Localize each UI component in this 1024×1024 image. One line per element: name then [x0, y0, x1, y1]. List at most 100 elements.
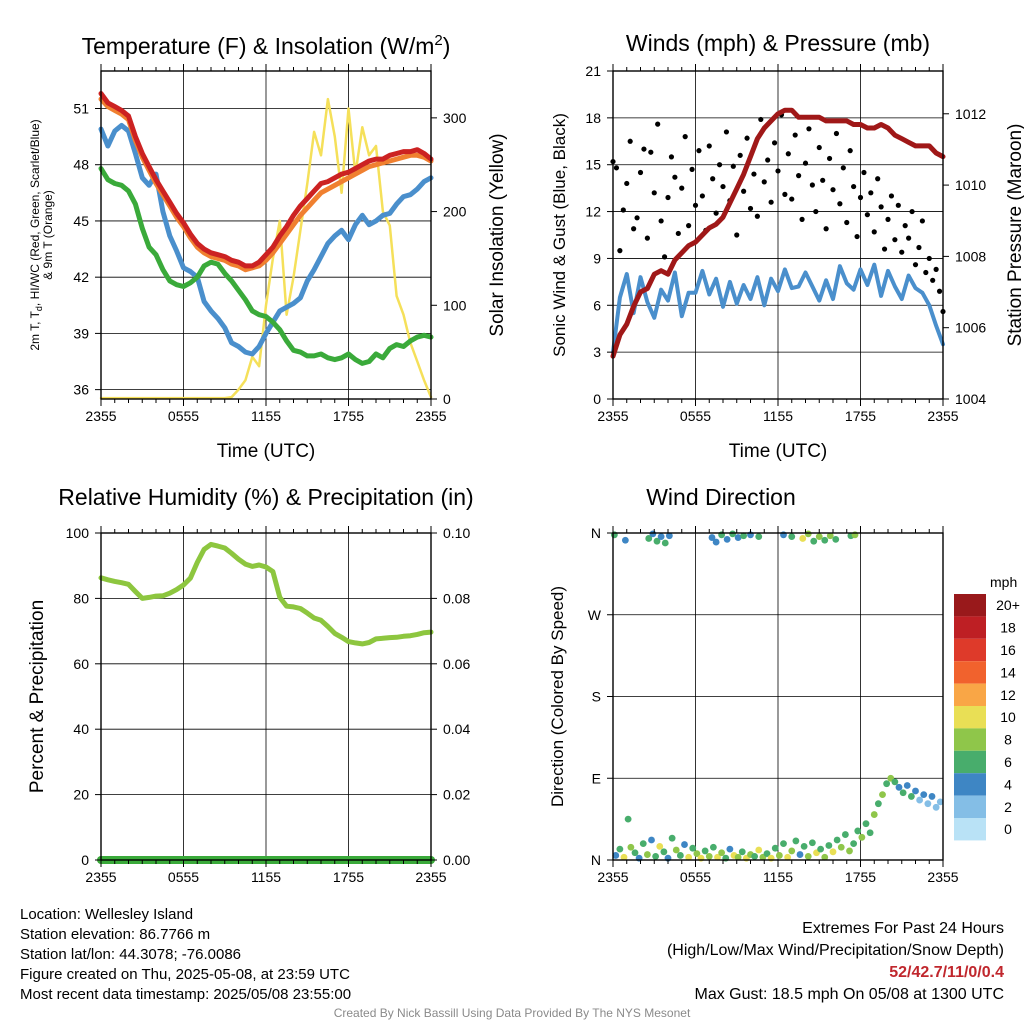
gust-point: [672, 174, 678, 180]
y-axis-label-left: Percent & Precipitation: [27, 600, 48, 793]
gust-point: [613, 165, 620, 171]
series-line-blue: [98, 122, 434, 357]
direction-point: [858, 833, 866, 841]
gust-point: [806, 126, 812, 132]
y-right-tick-label: 0.02: [443, 787, 470, 803]
gust-point: [747, 205, 754, 212]
y-tick-label: 36: [73, 382, 89, 398]
direction-point: [723, 535, 731, 543]
direction-point: [862, 820, 870, 828]
legend-label: 6: [1004, 754, 1012, 770]
gust-point: [689, 166, 695, 172]
direction-point: [874, 800, 882, 808]
direction-point: [883, 780, 891, 788]
title-superscript: 2: [434, 32, 442, 49]
extremes-values: 52/42.7/11/0/0.4: [889, 964, 1004, 981]
title-suffix: ): [443, 33, 451, 59]
station-info: Location: Wellesley Island Station eleva…: [20, 905, 351, 1005]
gust-point: [771, 140, 778, 146]
direction-point: [665, 532, 673, 540]
gust-point: [651, 190, 657, 196]
y-tick-label: 12: [585, 204, 601, 220]
gust-point: [830, 187, 836, 193]
direction-point: [920, 791, 928, 798]
y-tick-label: 6: [593, 297, 601, 313]
series-line-red: [98, 91, 434, 269]
gust-point: [682, 134, 688, 140]
chart-title: Relative Humidity (%) & Precipitation (i…: [58, 484, 473, 510]
gust-point: [871, 229, 877, 235]
series-line-green: [98, 166, 434, 366]
gust-point: [813, 208, 819, 215]
gust-point: [881, 246, 888, 252]
gust-point: [631, 226, 637, 232]
series-line-rh: [98, 541, 434, 647]
gust-point: [847, 148, 853, 154]
gust-point: [919, 218, 925, 224]
gust-point: [730, 163, 736, 169]
direction-point: [734, 534, 742, 541]
legend-swatch: [954, 661, 986, 684]
direction-point: [788, 847, 796, 855]
gust-point: [768, 199, 774, 205]
direction-point: [648, 836, 655, 844]
direction-point: [612, 852, 620, 859]
direction-point: [912, 787, 919, 795]
series-line-maroon: [610, 107, 946, 359]
direction-point: [714, 853, 721, 861]
x-tick-label: 2355: [597, 408, 628, 424]
gust-point: [909, 208, 915, 215]
direction-point: [928, 793, 936, 800]
station-location: Location: Wellesley Island: [20, 906, 194, 923]
gust-point: [620, 207, 626, 213]
x-tick-label: 1155: [763, 408, 793, 424]
speed-legend: mph 20+ 18 16 14 12 10 8 6 4 2 0: [954, 574, 1020, 841]
y-axis-label-line1: 2m T, Td, HI/WC (Red, Green, Scarlet/Blu…: [28, 119, 44, 350]
gust-point: [902, 223, 908, 229]
direction-point: [826, 532, 834, 540]
y-tick-label: 40: [73, 721, 89, 737]
label-part: 2m T, T: [28, 310, 42, 350]
direction-point: [708, 534, 716, 541]
gust-point: [658, 218, 664, 224]
y-tick-label: 0: [593, 391, 601, 407]
direction-point: [656, 842, 664, 850]
direction-point: [639, 840, 647, 848]
x-tick-label: 1755: [333, 869, 364, 885]
gust-point: [799, 216, 805, 222]
gust-point: [930, 277, 936, 283]
y-tick-label: 48: [73, 157, 89, 173]
extremes-legend: (High/Low/Max Wind/Precipitation/Snow De…: [666, 942, 1004, 959]
direction-point: [751, 852, 759, 860]
direction-point: [689, 844, 697, 852]
gust-point: [713, 210, 719, 216]
direction-point: [631, 849, 639, 857]
direction-point: [895, 783, 903, 791]
direction-point: [705, 852, 713, 860]
gust-point: [857, 194, 864, 201]
gust-point: [723, 129, 730, 135]
x-tick-label: 0555: [168, 408, 199, 424]
gust-point: [617, 248, 623, 254]
y-right-tick-label: 1010: [955, 177, 986, 193]
direction-point: [676, 852, 684, 859]
direction-point: [907, 793, 915, 800]
y-axis-label-left: Direction (Colored By Speed): [548, 586, 567, 807]
direction-point: [712, 538, 720, 546]
gust-point: [840, 165, 846, 171]
gust-point: [899, 249, 905, 255]
series-line-blue: [611, 262, 945, 355]
x-tick-label: 1755: [333, 408, 364, 424]
gust-point: [878, 204, 884, 210]
direction-point: [799, 535, 807, 542]
gust-point: [933, 266, 939, 272]
legend-label: 0: [1004, 821, 1012, 837]
gust-point: [716, 162, 723, 168]
direction-point: [903, 782, 911, 789]
direction-point: [916, 796, 924, 804]
gust-point: [864, 212, 870, 218]
recent-timestamp: Most recent data timestamp: 2025/05/08 2…: [20, 986, 352, 1003]
y-axis-label-right: Solar Insolation (Yellow): [487, 133, 508, 336]
y-tick-label: 51: [73, 100, 89, 116]
y-axis-label-right: Station Pressure (Maroon): [1005, 124, 1024, 347]
